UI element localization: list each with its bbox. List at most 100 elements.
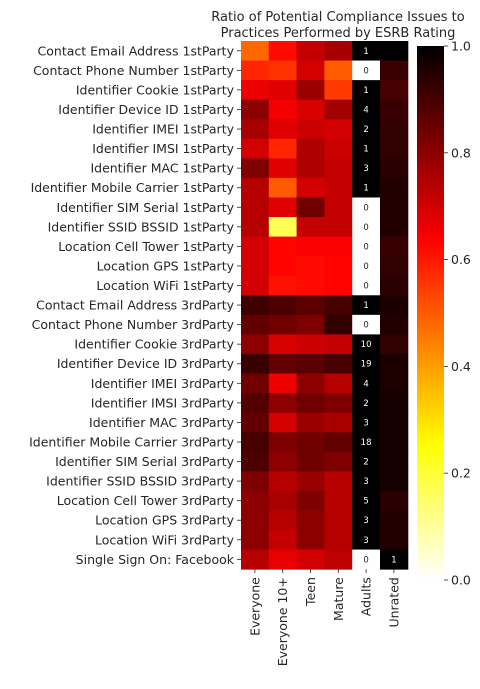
heatmap-cell (268, 490, 298, 511)
heatmap-cell (268, 353, 298, 375)
heatmap-cell (296, 353, 325, 375)
heatmap-cell (324, 314, 353, 335)
column-label: Unrated (386, 577, 401, 627)
heatmap-cell (296, 236, 325, 257)
heatmap-cell (268, 275, 298, 296)
heatmap-cell (324, 217, 353, 238)
heatmap-cell (352, 177, 381, 198)
heatmap-cell (352, 412, 381, 433)
cell-annotation: 4 (363, 105, 368, 115)
cell-annotation: 0 (363, 282, 368, 292)
heatmap-cell (296, 510, 325, 531)
heatmap-cell (241, 138, 270, 159)
heatmap-cell (296, 80, 325, 101)
heatmap-cell (241, 60, 270, 81)
heatmap-cell (352, 217, 381, 238)
heatmap-cell (241, 295, 270, 316)
heatmap-cell (241, 119, 270, 140)
heatmap-cell (296, 41, 325, 62)
heatmap-cell (324, 119, 353, 140)
heatmap-cell (296, 490, 325, 511)
heatmap-cell (352, 510, 381, 531)
heatmap-cell (352, 471, 381, 492)
heatmap-cell (380, 158, 409, 179)
heatmap-cell (241, 217, 270, 238)
heatmap-cell (380, 373, 409, 394)
heatmap-cell (380, 275, 409, 296)
heatmap-cell (324, 412, 353, 433)
cell-annotation: 1 (363, 47, 368, 57)
heatmap-cell (268, 236, 298, 257)
heatmap-cell (268, 471, 298, 492)
colorbar-tick-label: 1.0 (451, 39, 471, 54)
heatmap-cell (352, 60, 381, 81)
column-label: Mature (331, 577, 346, 621)
heatmap-cell (352, 256, 381, 277)
heatmap-cell (352, 158, 381, 179)
row-label: Identifier Mobile Carrier 3rdParty (29, 434, 234, 449)
heatmap-cell (380, 314, 409, 335)
heatmap-cell (352, 490, 381, 511)
row-label: Location GPS 3rdParty (95, 513, 234, 528)
heatmap-cell (296, 432, 325, 453)
heatmap-cell (296, 373, 325, 394)
row-label: Location Cell Tower 3rdParty (57, 493, 235, 508)
column-label: Adults (359, 577, 374, 616)
heatmap-cell (380, 530, 409, 551)
colorbar-tick-label: 0.2 (451, 466, 471, 481)
heatmap-cell (268, 60, 298, 81)
heatmap-cell (241, 412, 270, 433)
heatmap-cell (241, 41, 270, 62)
heatmap-cell (352, 275, 381, 296)
cell-annotation: 2 (363, 458, 368, 468)
row-label: Identifier IMSI 1stParty (92, 141, 234, 156)
heatmap-cell (268, 451, 298, 472)
heatmap-cell (296, 334, 325, 355)
cell-annotation: 3 (363, 477, 368, 487)
heatmap-cell (241, 197, 270, 218)
heatmap-cell (296, 295, 325, 316)
heatmap-cell (241, 432, 270, 453)
heatmap-cell (324, 295, 353, 316)
heatmap-cell (268, 295, 298, 316)
heatmap-cell (380, 99, 409, 120)
heatmap-cell (268, 41, 298, 62)
heatmap-cell (380, 451, 409, 472)
chart-title-line-2: Practices Performed by ESRB Rating (221, 26, 456, 41)
heatmap-cell (324, 197, 353, 218)
heatmap-cell (324, 138, 353, 159)
heatmap-cell (241, 275, 270, 296)
cell-annotation: 5 (363, 497, 368, 507)
cell-annotation: 0 (363, 203, 368, 213)
heatmap-cell (352, 41, 381, 62)
heatmap-cell (296, 158, 325, 179)
heatmap-cell (296, 60, 325, 81)
heatmap-cell (268, 158, 298, 179)
row-label: Identifier Device ID 1stParty (58, 102, 234, 117)
colorbar-tick-label: 0.4 (451, 359, 471, 374)
heatmap-cell (241, 99, 270, 120)
chart-title-line-1: Ratio of Potential Compliance Issues to (211, 10, 465, 25)
cell-annotation: 18 (361, 438, 372, 448)
heatmap-cell (352, 80, 381, 101)
heatmap-cell (324, 471, 353, 492)
heatmap-cell (352, 393, 381, 414)
row-label: Location WiFi 1stParty (96, 278, 234, 293)
heatmap-cell (324, 41, 353, 62)
cell-annotation: 2 (363, 399, 368, 409)
column-label: Everyone 10+ (275, 577, 290, 666)
heatmap-cell (241, 490, 270, 511)
heatmap-cell (380, 197, 409, 218)
heatmap-cell (241, 314, 270, 335)
colorbar-tick-label: 0.8 (451, 145, 471, 160)
heatmap-cell (324, 177, 353, 198)
heatmap-cell (268, 432, 298, 453)
row-label: Location GPS 1stParty (97, 258, 235, 273)
heatmap-cell (380, 80, 409, 101)
heatmap-cell (296, 138, 325, 159)
row-label: Contact Email Address 3rdParty (36, 298, 234, 313)
heatmap-cell (268, 197, 298, 218)
heatmap-cell (296, 549, 325, 570)
